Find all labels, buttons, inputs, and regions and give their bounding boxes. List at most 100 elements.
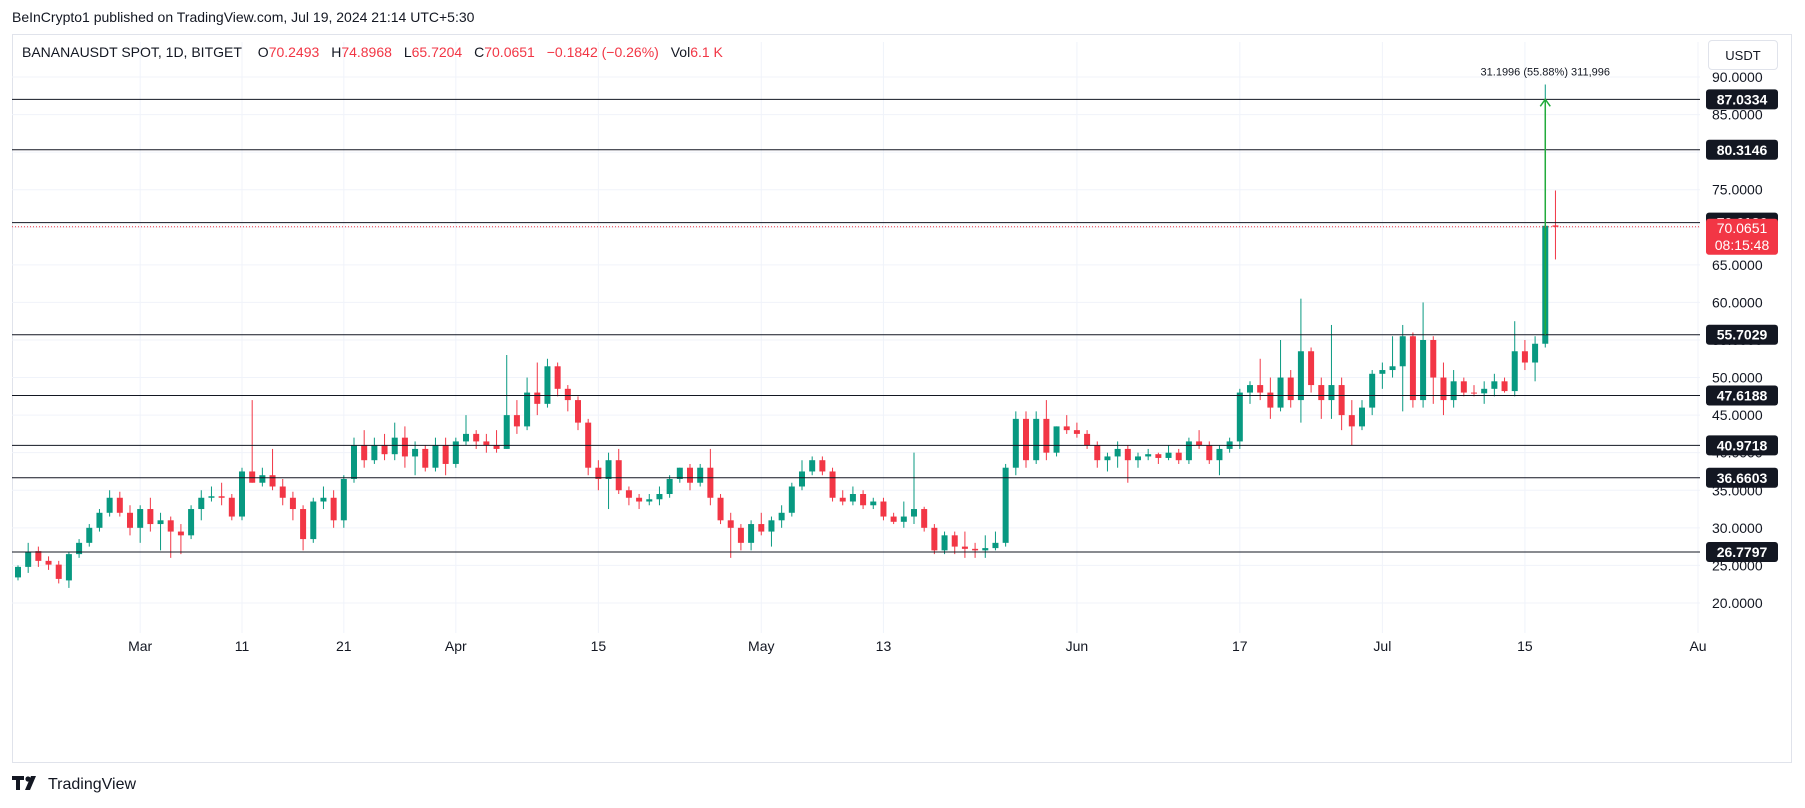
candle-up [676,467,683,483]
candle-down [819,456,826,476]
candle-body [900,516,907,522]
candle-down [330,490,337,528]
candle-body [554,366,561,389]
candle-up [15,565,21,581]
y-tick-label: 60.0000 [1712,294,1763,310]
candle-body [1114,448,1121,457]
candles [15,84,1559,588]
candle-body [819,460,826,472]
candle-body [1348,415,1355,427]
candle-down [473,430,480,449]
candle-body [982,548,989,551]
candle-body [1521,351,1528,363]
candle-down [1206,441,1213,464]
candle-down [636,494,643,510]
candle-up [1053,426,1060,457]
candle-up [198,490,205,521]
candle-up [1002,463,1009,547]
candle-up [1216,445,1223,476]
candle-up [605,452,612,510]
candle-up [310,497,317,543]
candle-up [320,486,327,510]
candle-up [982,535,989,558]
symbol-name[interactable]: BANANAUSDT SPOT, 1D, BITGET [22,44,242,60]
candle-body [463,433,469,442]
candle-body [737,527,744,543]
candle-up [1511,321,1518,397]
volume-value: 6.1 K [690,44,723,60]
candle-body [1552,225,1559,227]
candle-body [758,524,765,532]
candle-body [116,497,123,513]
y-tick-label: 45.0000 [1712,407,1763,423]
candle-up [188,505,195,540]
candle-body [1185,441,1192,461]
candle-body [870,501,877,506]
candle-down [1348,400,1355,446]
candle-up [911,452,917,525]
candle-body [45,560,52,565]
candle-body [1420,339,1427,401]
candle-up [1277,339,1284,412]
candle-up [371,437,378,464]
candle-body [15,566,21,578]
low-value: 65.7204 [411,44,463,60]
candle-body [1338,385,1345,416]
y-tick-label: 65.0000 [1712,257,1763,273]
candle-down [116,491,123,517]
candle-up [452,437,459,468]
level-price-tag [1706,542,1778,563]
candle-down [1552,190,1559,260]
candle-body [992,542,999,549]
candle-body [615,460,622,491]
candle-down [1073,422,1080,438]
candle-body [564,388,571,401]
candle-up [809,456,816,476]
candle-body [961,546,968,549]
candle-up [412,441,419,476]
candle-up [1145,448,1152,461]
chart-frame [12,34,1792,763]
candle-body [799,471,805,487]
candle-body [25,551,32,567]
x-tick-label: Jul [1373,638,1391,654]
candle-down [534,362,541,416]
publisher-line: BeInCrypto1 published on TradingView.com… [12,9,475,25]
level-price-label: 55.7029 [1717,327,1768,343]
currency-button[interactable]: USDT [1708,40,1778,70]
candle-up [1328,324,1335,419]
grid [12,42,1700,633]
change-value: −0.1842 (−0.26%) [546,44,659,60]
candle-body [1043,418,1050,453]
candle-body [340,478,347,521]
candle-down [228,494,235,521]
level-price-label: 40.9718 [1717,437,1768,453]
y-tick-label: 90.0000 [1712,69,1763,85]
candle-body [300,509,307,540]
candle-up [432,437,439,472]
candle-body [748,524,755,543]
level-price-label: 47.6188 [1717,387,1768,403]
candle-body [625,490,632,498]
candle-up [849,486,856,506]
candle-down [717,494,724,525]
level-price-label: 87.0334 [1717,91,1768,107]
candle-body [1012,418,1019,468]
y-tick-label: 50.0000 [1712,370,1763,386]
y-tick-label: 85.0000 [1712,107,1763,123]
x-tick-label: 21 [336,638,352,654]
candle-body [432,445,439,468]
level-price-tag [1706,385,1778,406]
bar-countdown: 08:15:48 [1715,237,1770,253]
footer-brand[interactable]: TradingView [12,776,136,794]
candle-body [544,366,551,404]
candle-body [361,445,368,461]
price-range-measure: 31.1996 (55.88%) 311,996 [1481,66,1610,335]
candle-up [1420,302,1427,408]
candle-body [1063,426,1070,431]
low-label: L [403,44,412,60]
level-price-label: 26.7797 [1717,544,1768,560]
candle-down [1409,332,1416,408]
candle-down [1338,377,1345,431]
